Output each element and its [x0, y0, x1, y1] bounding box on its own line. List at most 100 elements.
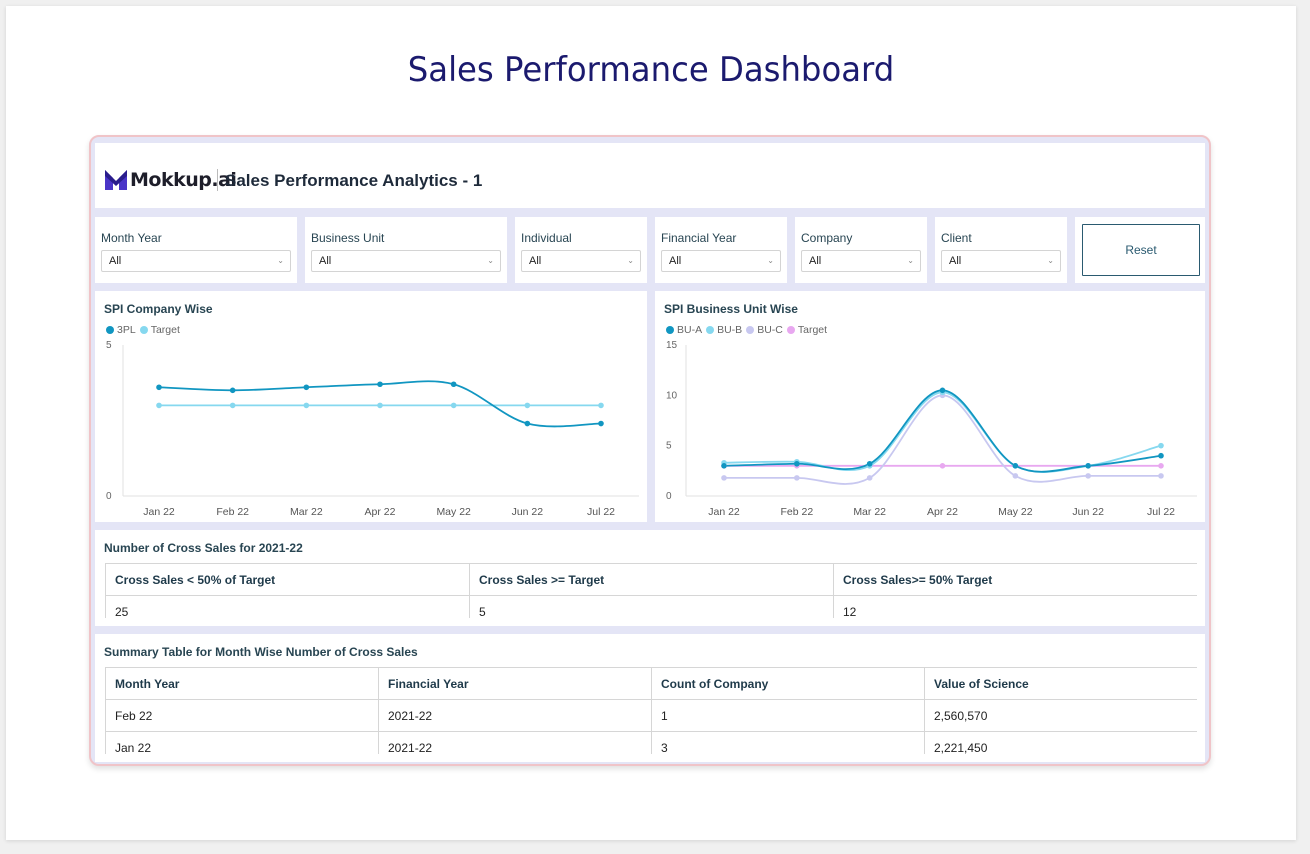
filter-label: Financial Year [661, 231, 737, 245]
filter-business-unit: Business Unit All ⌄ [305, 217, 507, 283]
data-point [229, 402, 236, 409]
cross-sales-table-wrap: Cross Sales < 50% of Target Cross Sales … [105, 563, 1197, 618]
select-value: All [809, 255, 822, 267]
legend-label: Target [150, 324, 180, 336]
summary-section: Summary Table for Month Wise Number of C… [95, 634, 1205, 762]
data-point [450, 381, 457, 388]
y-tick-label: 5 [106, 340, 112, 351]
chart-legend: BU-A BU-B BU-C Target [666, 324, 827, 336]
business-unit-select[interactable]: All ⌄ [311, 250, 501, 272]
series-line-bu-b [723, 391, 1162, 473]
dashboard-title: Sales Performance Analytics - 1 [225, 171, 483, 190]
data-point [303, 402, 310, 409]
chevron-down-icon: ⌄ [487, 256, 494, 265]
data-point [794, 475, 800, 481]
column-header: Financial Year [378, 667, 652, 700]
chevron-down-icon: ⌄ [1047, 256, 1054, 265]
table-header-row: Month Year Financial Year Count of Compa… [105, 667, 1197, 700]
legend-item: BU-C [746, 324, 783, 336]
header-divider [217, 169, 218, 191]
summary-table: Month Year Financial Year Count of Compa… [105, 667, 1197, 754]
x-tick-label: Jan 22 [143, 506, 175, 518]
legend-label: BU-B [717, 324, 743, 336]
individual-select[interactable]: All ⌄ [521, 250, 641, 272]
chart-title: SPI Business Unit Wise [664, 302, 798, 316]
spi-bu-plot: 0 5 10 15 Jan 22 Feb 22 Mar 22 Apr 22 May 22 Jun … [666, 340, 1197, 518]
data-point [377, 381, 383, 388]
x-tick-label: Jun 22 [512, 506, 544, 518]
legend-swatch [666, 326, 674, 334]
data-point [939, 463, 946, 469]
table-cell: 2,560,570 [924, 699, 1197, 732]
data-point [156, 402, 162, 409]
data-point [524, 402, 531, 409]
data-point [303, 384, 310, 391]
select-value: All [319, 255, 332, 267]
legend-item: BU-A [666, 324, 702, 336]
column-header: Cross Sales < 50% of Target [105, 563, 470, 596]
filter-label: Month Year [101, 231, 162, 245]
y-tick-label: 10 [666, 390, 678, 401]
mokkup-logo-icon [105, 170, 127, 190]
client-select[interactable]: All ⌄ [941, 250, 1061, 272]
filter-label: Individual [521, 231, 572, 245]
column-header: Count of Company [651, 667, 925, 700]
table-cell: Feb 22 [105, 699, 379, 732]
section-title: Number of Cross Sales for 2021-22 [104, 541, 303, 555]
data-point [939, 387, 946, 394]
legend-label: Target [797, 324, 828, 336]
chevron-down-icon: ⌄ [277, 256, 284, 265]
y-tick-label: 15 [666, 340, 678, 351]
legend-swatch [746, 326, 755, 334]
company-select[interactable]: All ⌄ [801, 250, 921, 272]
column-header: Cross Sales >= Target [469, 563, 834, 596]
legend-swatch [706, 326, 715, 334]
section-title: Summary Table for Month Wise Number of C… [104, 645, 418, 659]
x-tick-label: Feb 22 [780, 506, 813, 518]
column-header: Cross Sales>= 50% Target [833, 563, 1197, 596]
table-cell: Jan 22 [105, 731, 379, 754]
data-point [1158, 473, 1164, 479]
data-point [866, 475, 873, 481]
legend-label: BU-C [757, 324, 783, 336]
x-tick-label: Mar 22 [290, 506, 323, 518]
table-row[interactable]: Jan 22 2021-22 3 2,221,450 [105, 731, 1197, 754]
filter-label: Client [941, 231, 972, 245]
data-point [377, 402, 383, 409]
financial-year-select[interactable]: All ⌄ [661, 250, 781, 272]
data-point [1085, 463, 1091, 469]
dashboard-frame: Mokkup.ai Sales Performance Analytics - … [89, 135, 1211, 766]
filter-month-year: Month Year All ⌄ [95, 217, 297, 283]
table-cell: 5 [469, 595, 834, 618]
filter-individual: Individual All ⌄ [515, 217, 647, 283]
data-point [598, 420, 604, 427]
table-cell: 3 [651, 731, 925, 754]
table-cell: 2021-22 [378, 699, 652, 732]
reset-panel: Reset [1075, 217, 1205, 283]
data-point [524, 420, 531, 427]
column-header: Value of Science [924, 667, 1197, 700]
spi-company-chart: SPI Company Wise 3PL Target 0 5 Jan 22 Feb … [95, 291, 647, 522]
logo: Mokkup.ai [105, 169, 237, 191]
data-point [1012, 473, 1019, 479]
legend-item: Target [786, 324, 828, 336]
table-row[interactable]: Feb 22 2021-22 1 2,560,570 [105, 699, 1197, 732]
month-year-select[interactable]: All ⌄ [101, 250, 291, 272]
data-point [450, 402, 457, 409]
data-point [866, 460, 873, 467]
data-point [1012, 463, 1019, 469]
filter-label: Business Unit [311, 231, 385, 245]
cross-sales-section: Number of Cross Sales for 2021-22 Cross … [95, 530, 1205, 626]
x-tick-label: Apr 22 [365, 506, 396, 518]
page-title: Sales Performance Dashboard [407, 50, 895, 90]
legend-item: BU-B [706, 324, 742, 336]
reset-button[interactable]: Reset [1082, 224, 1200, 276]
data-point [598, 402, 604, 409]
data-point [1085, 473, 1091, 479]
x-tick-label: Mar 22 [853, 506, 886, 518]
data-point [156, 384, 162, 391]
series-line-bu-a [723, 389, 1162, 473]
select-value: All [669, 255, 682, 267]
legend-swatch [106, 326, 114, 334]
y-tick-label: 5 [666, 441, 672, 452]
